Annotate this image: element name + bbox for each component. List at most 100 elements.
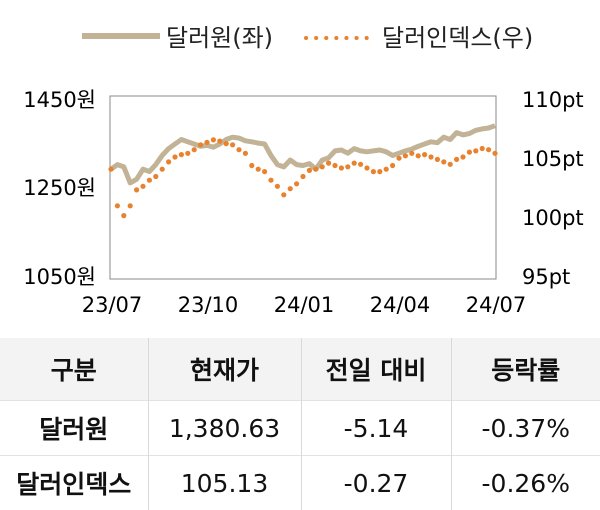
data-point-dxy — [448, 162, 453, 167]
quote-table: 구분 현재가 전일 대비 등락률 달러원 1,380.63 -5.14 -0.3… — [0, 338, 600, 510]
data-point-dxy — [377, 169, 382, 174]
data-point-dxy — [243, 151, 248, 156]
left-axis: 1450원 1250원 1050원 — [23, 88, 96, 289]
data-point-dxy — [435, 157, 440, 162]
data-point-dxy — [307, 168, 312, 173]
data-point-dxy — [492, 151, 497, 156]
right-tick-label: 110pt — [522, 88, 584, 112]
right-tick-label: 95pt — [522, 265, 570, 289]
exchange-rate-chart: 달러원(좌) 달러인덱스(우) 1450원 1250원 1050원 110pt … — [0, 0, 600, 330]
data-point-dxy — [166, 159, 171, 164]
data-point-dxy — [185, 151, 190, 156]
data-point-dxy — [467, 150, 472, 155]
data-point-dxy — [460, 154, 465, 159]
data-point-dxy — [179, 152, 184, 157]
data-point-dxy — [364, 165, 369, 170]
data-point-dxy — [115, 203, 120, 208]
row-change-rate: -0.26% — [451, 456, 600, 510]
x-tick-label: 24/01 — [274, 293, 335, 317]
data-point-dxy — [326, 161, 331, 166]
data-point-dxy — [486, 147, 491, 152]
data-point-dxy — [313, 167, 318, 172]
row-name: 달러인덱스 — [0, 456, 148, 510]
row-change: -0.27 — [301, 456, 451, 510]
data-point-dxy — [224, 141, 229, 146]
plot-frame — [110, 96, 496, 279]
x-tick-label: 23/07 — [82, 293, 143, 317]
data-point-dxy — [390, 163, 395, 168]
data-point-dxy — [198, 142, 203, 147]
data-point-dxy — [345, 164, 350, 169]
data-point-dxy — [403, 153, 408, 158]
legend-label-usdkrw: 달러원(좌) — [166, 24, 273, 52]
table-row: 달러인덱스 105.13 -0.27 -0.26% — [0, 456, 600, 510]
data-point-dxy — [192, 147, 197, 152]
data-point-dxy — [217, 139, 222, 144]
data-point-dxy — [480, 146, 485, 151]
data-point-dxy — [409, 151, 414, 156]
data-point-dxy — [371, 169, 376, 174]
data-point-dxy — [275, 184, 280, 189]
left-tick-label: 1050원 — [23, 265, 96, 289]
left-tick-label: 1450원 — [23, 88, 96, 112]
data-point-dxy — [396, 156, 401, 161]
data-point-dxy — [128, 203, 133, 208]
right-tick-label: 105pt — [522, 147, 584, 171]
data-point-dxy — [121, 213, 126, 218]
data-point-dxy — [108, 167, 113, 172]
data-point-dxy — [147, 178, 152, 183]
data-point-dxy — [473, 148, 478, 153]
data-point-dxy — [332, 163, 337, 168]
data-point-dxy — [416, 153, 421, 158]
data-point-dxy — [454, 157, 459, 162]
data-point-dxy — [300, 174, 305, 179]
left-tick-label: 1250원 — [23, 176, 96, 200]
row-price: 1,380.63 — [148, 401, 301, 456]
legend: 달러원(좌) 달러인덱스(우) — [82, 24, 533, 52]
header-category: 구분 — [0, 338, 148, 401]
data-point-dxy — [236, 147, 241, 152]
data-point-dxy — [204, 140, 209, 145]
data-point-dxy — [153, 174, 158, 179]
legend-label-dxy: 달러인덱스(우) — [382, 24, 533, 52]
row-price: 105.13 — [148, 456, 301, 510]
data-point-dxy — [262, 169, 267, 174]
header-change-rate: 등락률 — [451, 338, 600, 401]
data-point-dxy — [339, 165, 344, 170]
data-point-dxy — [134, 187, 139, 192]
data-point-dxy — [288, 186, 293, 191]
right-tick-label: 100pt — [522, 206, 584, 230]
row-change-rate: -0.37% — [451, 401, 600, 456]
table-row: 달러원 1,380.63 -5.14 -0.37% — [0, 401, 600, 456]
data-point-dxy — [281, 192, 286, 197]
row-name: 달러원 — [0, 401, 148, 456]
header-change: 전일 대비 — [301, 338, 451, 401]
data-point-dxy — [140, 184, 145, 189]
data-point-dxy — [294, 181, 299, 186]
row-change: -5.14 — [301, 401, 451, 456]
data-point-dxy — [268, 178, 273, 183]
header-price: 현재가 — [148, 338, 301, 401]
table-header-row: 구분 현재가 전일 대비 등락률 — [0, 338, 600, 401]
x-tick-label: 23/10 — [178, 293, 239, 317]
data-point-dxy — [249, 163, 254, 168]
data-point-dxy — [422, 152, 427, 157]
data-point-dxy — [160, 167, 165, 172]
data-point-dxy — [441, 159, 446, 164]
data-point-dxy — [358, 162, 363, 167]
data-point-dxy — [172, 154, 177, 159]
chart-svg: 달러원(좌) 달러인덱스(우) 1450원 1250원 1050원 110pt … — [0, 0, 600, 330]
data-point-dxy — [428, 154, 433, 159]
x-axis: 23/07 23/10 24/01 24/04 24/07 — [82, 293, 527, 317]
data-point-dxy — [352, 161, 357, 166]
data-point-dxy — [211, 137, 216, 142]
series-layer — [108, 126, 497, 219]
data-point-dxy — [230, 142, 235, 147]
data-point-dxy — [320, 164, 325, 169]
x-tick-label: 24/04 — [370, 293, 431, 317]
x-tick-label: 24/07 — [466, 293, 527, 317]
quote-table-wrap: 구분 현재가 전일 대비 등락률 달러원 1,380.63 -5.14 -0.3… — [0, 338, 600, 510]
data-point-dxy — [256, 167, 261, 172]
data-point-dxy — [384, 167, 389, 172]
right-axis: 110pt 105pt 100pt 95pt — [522, 88, 584, 289]
